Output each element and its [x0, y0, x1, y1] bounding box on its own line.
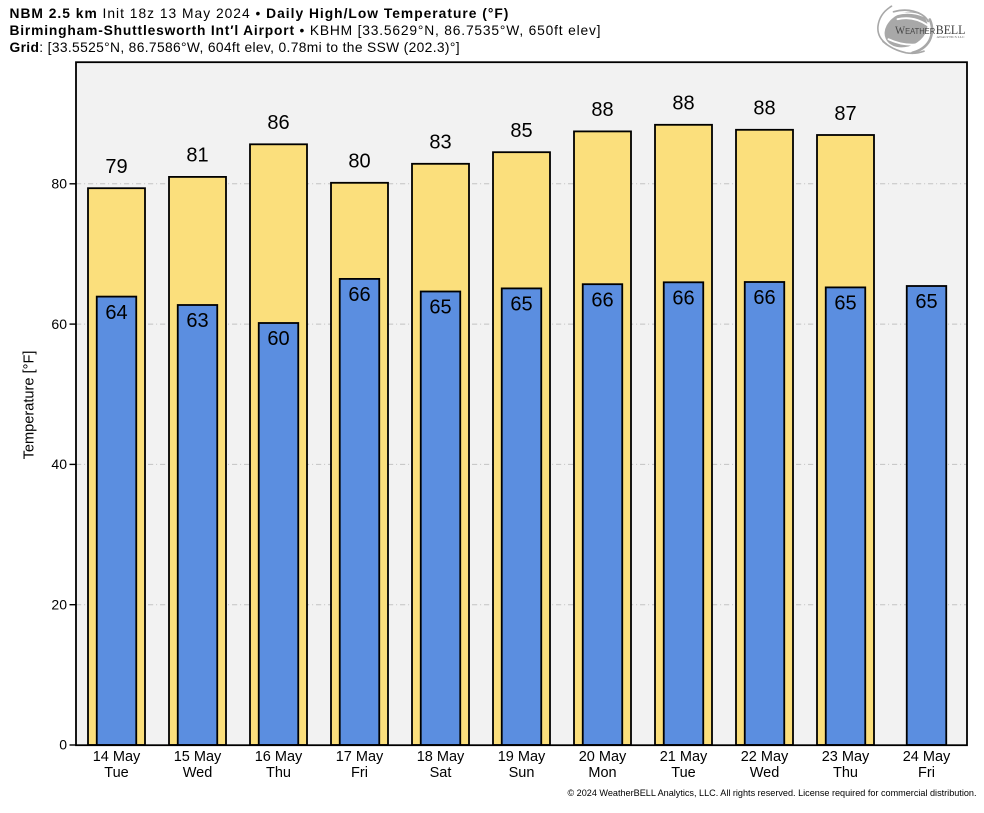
svg-text:14 May: 14 May — [93, 749, 141, 765]
svg-text:66: 66 — [348, 284, 370, 306]
svg-text:WEATHER: WEATHER — [895, 24, 935, 37]
svg-text:Grid: [33.5525°N, 86.7586°W, 6: Grid: [33.5525°N, 86.7586°W, 604ft elev,… — [10, 40, 460, 55]
svg-text:80: 80 — [51, 176, 67, 192]
svg-text:81: 81 — [186, 145, 208, 167]
svg-text:Thu: Thu — [266, 765, 291, 781]
svg-text:Temperature [°F]: Temperature [°F] — [22, 351, 38, 460]
svg-text:24 May: 24 May — [903, 749, 951, 765]
svg-text:63: 63 — [186, 310, 208, 332]
svg-text:© 2024 WeatherBELL Analytics,: © 2024 WeatherBELL Analytics, LLC. All r… — [567, 788, 976, 798]
svg-text:17 May: 17 May — [336, 749, 384, 765]
svg-text:Birmingham-Shuttlesworth Int′l: Birmingham-Shuttlesworth Int′l Airport •… — [10, 23, 602, 38]
svg-text:65: 65 — [429, 297, 451, 319]
svg-text:65: 65 — [915, 291, 937, 313]
svg-text:20 May: 20 May — [579, 749, 627, 765]
svg-text:40: 40 — [51, 456, 67, 472]
svg-text:88: 88 — [753, 98, 775, 120]
svg-text:Sat: Sat — [430, 765, 452, 781]
svg-text:66: 66 — [753, 287, 775, 309]
svg-text:20: 20 — [51, 596, 67, 612]
svg-text:BELL: BELL — [936, 23, 966, 37]
svg-text:80: 80 — [348, 151, 370, 173]
svg-text:Thu: Thu — [833, 765, 858, 781]
svg-text:66: 66 — [591, 289, 613, 311]
svg-text:Tue: Tue — [104, 765, 128, 781]
svg-text:Sun: Sun — [509, 765, 535, 781]
svg-text:0: 0 — [59, 737, 67, 753]
svg-text:Mon: Mon — [588, 765, 616, 781]
svg-text:15 May: 15 May — [174, 749, 222, 765]
svg-text:65: 65 — [834, 293, 856, 315]
svg-text:21 May: 21 May — [660, 749, 708, 765]
svg-text:60: 60 — [51, 316, 67, 332]
svg-text:60: 60 — [267, 328, 289, 350]
svg-text:88: 88 — [591, 99, 613, 121]
svg-text:Tue: Tue — [671, 765, 695, 781]
svg-text:66: 66 — [672, 288, 694, 310]
svg-text:16 May: 16 May — [255, 749, 303, 765]
svg-text:85: 85 — [510, 120, 532, 142]
svg-text:87: 87 — [834, 103, 856, 125]
svg-text:64: 64 — [105, 302, 127, 324]
svg-text:19 May: 19 May — [498, 749, 546, 765]
svg-text:83: 83 — [429, 132, 451, 154]
svg-text:Wed: Wed — [183, 765, 213, 781]
svg-text:NBM 2.5 km Init 18z 13 May 202: NBM 2.5 km Init 18z 13 May 2024 • Daily … — [10, 6, 510, 21]
svg-text:ANALYTICS LLC: ANALYTICS LLC — [937, 35, 966, 39]
svg-text:Wed: Wed — [750, 765, 780, 781]
svg-text:88: 88 — [672, 93, 694, 115]
svg-text:65: 65 — [510, 294, 532, 316]
svg-text:Fri: Fri — [351, 765, 368, 781]
svg-text:86: 86 — [267, 112, 289, 134]
svg-text:22 May: 22 May — [741, 749, 789, 765]
svg-text:23 May: 23 May — [822, 749, 870, 765]
svg-text:79: 79 — [105, 156, 127, 178]
svg-text:Fri: Fri — [918, 765, 935, 781]
svg-text:18 May: 18 May — [417, 749, 465, 765]
